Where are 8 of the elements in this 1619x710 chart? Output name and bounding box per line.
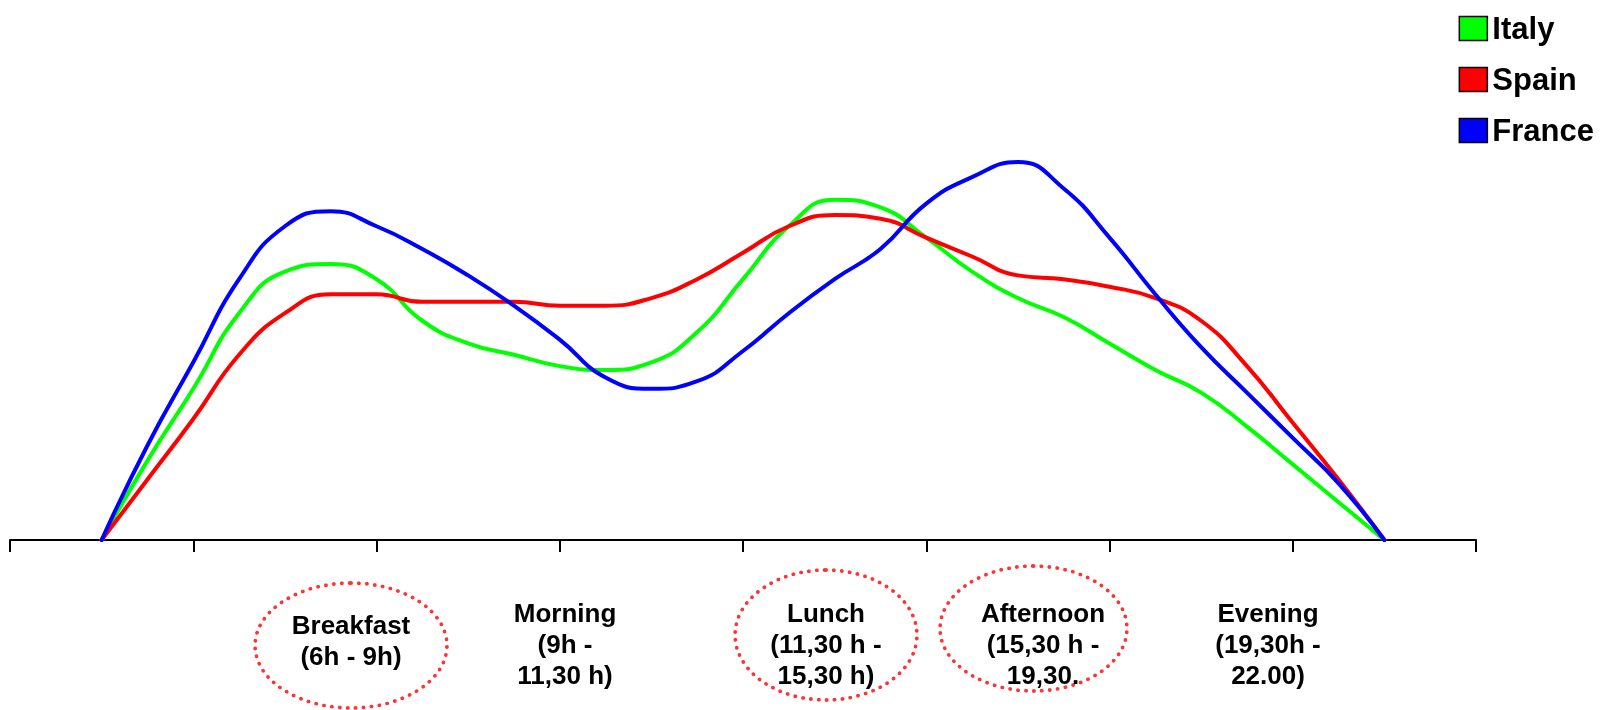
legend-label: France (1492, 113, 1595, 148)
text: Lunch (11,30 h - 15,30 h) (770, 598, 882, 691)
legend-label: Italy (1492, 11, 1556, 46)
text: Morning (9h - 11,30 h) (513, 598, 617, 691)
text: Breakfast (6h - 9h) (291, 610, 411, 672)
text: Afternoon (15,30 h - 19,30. (980, 598, 1106, 691)
legend-label: Spain (1492, 62, 1577, 97)
text: Evening (19,30h - 22.00) (1215, 598, 1321, 691)
